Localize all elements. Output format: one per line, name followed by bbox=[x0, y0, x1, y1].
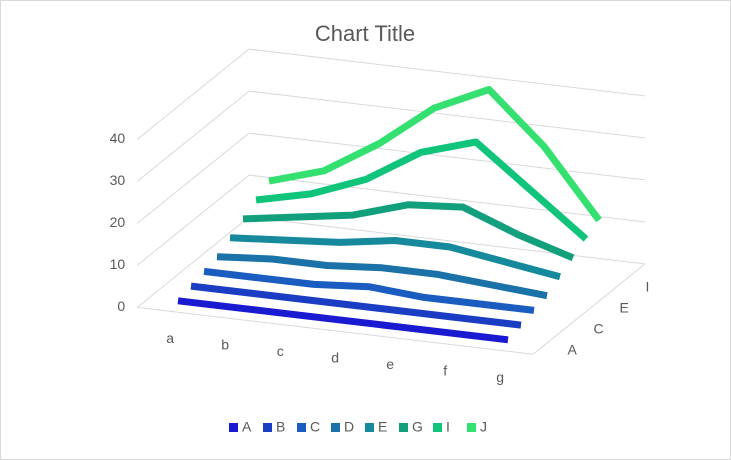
x-tick-label: f bbox=[443, 363, 447, 379]
y-tick-label: 20 bbox=[110, 214, 126, 230]
legend-swatch bbox=[365, 423, 374, 432]
legend-swatch bbox=[297, 423, 306, 432]
legend-swatch bbox=[331, 423, 340, 432]
x-tick-label: g bbox=[496, 369, 504, 385]
ribbon bbox=[216, 253, 548, 300]
x-tick-label: e bbox=[386, 356, 394, 372]
depth-axis bbox=[532, 263, 646, 355]
legend-label: B bbox=[276, 419, 285, 435]
ribbon bbox=[190, 282, 522, 329]
legend-label: A bbox=[242, 419, 252, 435]
x-tick-label: b bbox=[221, 337, 229, 353]
legend-label: I bbox=[446, 419, 450, 435]
depth-tick-label: C bbox=[594, 320, 604, 336]
legend-label: D bbox=[344, 419, 354, 435]
legend-swatch bbox=[263, 423, 272, 432]
x-axis bbox=[137, 306, 534, 355]
legend-swatch bbox=[229, 423, 238, 432]
grid-line bbox=[136, 132, 646, 224]
ribbon bbox=[255, 138, 589, 242]
grid-line bbox=[136, 90, 646, 182]
legend-swatch bbox=[467, 423, 476, 432]
y-tick-label: 10 bbox=[110, 256, 126, 272]
ribbon bbox=[177, 297, 509, 344]
x-tick-label: a bbox=[166, 330, 174, 346]
ribbon bbox=[268, 86, 602, 223]
ribbon bbox=[203, 267, 535, 314]
depth-tick-label: A bbox=[568, 341, 578, 357]
ribbon bbox=[229, 234, 561, 281]
x-tick-label: c bbox=[277, 343, 284, 359]
ribbon bbox=[242, 201, 575, 262]
depth-tick-label: I bbox=[646, 278, 650, 294]
legend-label: G bbox=[412, 419, 423, 435]
legend-swatch bbox=[399, 423, 408, 432]
chart-title: Chart Title bbox=[315, 21, 415, 46]
legend-swatch bbox=[433, 423, 442, 432]
x-tick-label: d bbox=[331, 350, 339, 366]
grid-line bbox=[136, 174, 646, 266]
depth-tick-label: E bbox=[620, 299, 629, 315]
y-tick-label: 0 bbox=[117, 298, 125, 314]
legend-label: C bbox=[310, 419, 320, 435]
legend-label: E bbox=[378, 419, 387, 435]
legend-label: J bbox=[480, 419, 487, 435]
grid-line bbox=[136, 48, 646, 140]
y-tick-label: 40 bbox=[110, 130, 126, 146]
y-tick-label: 30 bbox=[110, 172, 126, 188]
